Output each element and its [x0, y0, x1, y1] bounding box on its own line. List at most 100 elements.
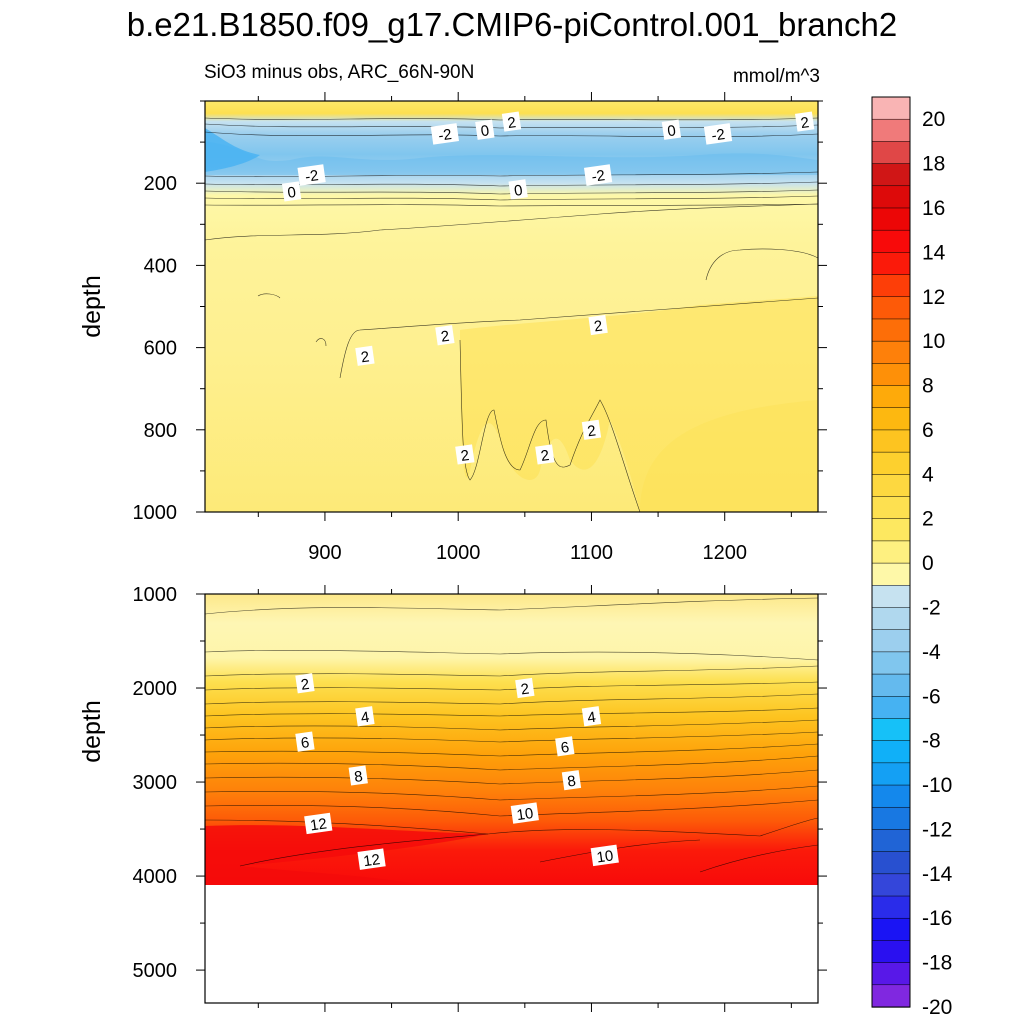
contour-label: 8: [348, 765, 368, 786]
contour-label: 12: [304, 812, 333, 834]
colorbar-swatch: [871, 363, 911, 387]
y-tick-label: 200: [144, 173, 177, 195]
colorbar-swatch: [871, 252, 911, 276]
colorbar-swatch: [871, 762, 911, 786]
svg-text:-2: -2: [304, 167, 320, 186]
upper-panel-units: mmol/m^3: [732, 66, 820, 87]
x-tick-label: 900: [308, 542, 341, 564]
contour-label: 2: [581, 419, 602, 440]
colorbar-swatch: [871, 984, 911, 1008]
lower-max-region: [205, 825, 488, 885]
y-tick-label: 3000: [133, 772, 178, 794]
svg-text:4: 4: [360, 709, 371, 727]
svg-text:2: 2: [586, 422, 597, 440]
contour-label: 2: [588, 314, 608, 335]
contour-label: 12: [357, 848, 386, 870]
colorbar-swatch: [871, 673, 911, 697]
colorbar-swatch: [871, 141, 911, 165]
colorbar-swatch: [871, 540, 911, 564]
colorbar-swatch: [871, 696, 911, 720]
svg-text:0: 0: [287, 184, 298, 202]
contour-label: -2: [297, 164, 326, 186]
colorbar-swatch: [871, 185, 911, 209]
svg-text:6: 6: [300, 734, 311, 752]
contour-label: 2: [295, 673, 315, 694]
svg-text:8: 8: [353, 768, 364, 786]
contour-label: -2: [703, 123, 733, 145]
svg-text:4: 4: [586, 709, 597, 727]
colorbar-swatch: [871, 562, 911, 586]
contour-label: 4: [581, 706, 602, 727]
svg-text:0: 0: [480, 122, 491, 140]
upper-positive-region-deep: [640, 400, 818, 512]
colorbar-swatch: [871, 474, 911, 498]
x-tick-label: 1100: [570, 542, 613, 564]
colorbar-label: 14: [922, 241, 946, 264]
contour-label: 0: [475, 119, 495, 140]
y-tick-label: 2000: [133, 678, 178, 700]
colorbar-label: -6: [922, 685, 941, 708]
colorbar-label: 16: [922, 197, 945, 220]
colorbar-label: -8: [922, 730, 941, 753]
colorbar-swatch: [871, 318, 911, 342]
colorbar-swatch: [871, 718, 911, 742]
contour-label: 10: [510, 802, 539, 824]
colorbar-swatch: [871, 607, 911, 631]
colorbar-label: -16: [922, 907, 952, 930]
svg-text:2: 2: [520, 681, 531, 699]
colorbar-swatch: [871, 207, 911, 231]
x-tick-label: 1000: [436, 542, 481, 564]
upper-panel: [204, 101, 819, 513]
panel-0-y-axis-label: depth: [78, 275, 106, 338]
contour-label: -2: [583, 164, 613, 186]
upper-positive-region: [460, 296, 818, 512]
colorbar-swatch: [871, 651, 911, 675]
svg-text:10: 10: [596, 847, 615, 866]
colorbar-swatch: [871, 873, 911, 897]
colorbar-swatch: [871, 96, 911, 120]
colorbar-label: 4: [922, 463, 934, 486]
lower-panel: [204, 594, 819, 1003]
contour-label: 0: [508, 179, 528, 200]
colorbar: 20181614121086420-2-4-6-8-10-12-14-16-18…: [871, 96, 953, 1019]
colorbar-label: -18: [922, 952, 952, 975]
colorbar-label: 8: [922, 375, 934, 398]
colorbar-label: -10: [922, 774, 952, 797]
contour-label: 6: [295, 731, 315, 752]
colorbar-swatch: [871, 806, 911, 831]
colorbar-swatch: [871, 740, 911, 764]
y-tick-label: 1000: [133, 502, 178, 524]
contour-label: 2: [795, 111, 815, 132]
colorbar-swatch: [871, 118, 911, 143]
colorbar-label: 0: [922, 552, 934, 575]
svg-text:6: 6: [560, 739, 571, 757]
colorbar-label: -20: [922, 996, 952, 1019]
x-tick-label: 1200: [702, 542, 747, 564]
figure-title: b.e21.B1850.f09_g17.CMIP6-piControl.001_…: [126, 6, 898, 43]
colorbar-label: -2: [922, 596, 941, 619]
svg-text:12: 12: [309, 815, 328, 834]
contour-label: 10: [590, 844, 619, 866]
colorbar-swatch: [871, 585, 911, 609]
panel-1-frame: [204, 593, 819, 1004]
colorbar-label: 18: [922, 153, 945, 176]
contour-label: 0: [281, 181, 302, 202]
colorbar-swatch: [871, 429, 911, 453]
colorbar-swatch: [871, 518, 911, 542]
y-tick-label: 4000: [133, 866, 178, 888]
svg-text:2: 2: [800, 114, 811, 132]
y-tick-label: 600: [144, 338, 177, 360]
y-tick-label: 800: [144, 420, 177, 442]
y-tick-label: 1000: [133, 584, 178, 606]
upper-negative-core: [205, 141, 818, 175]
svg-text:2: 2: [360, 348, 371, 366]
colorbar-swatch: [871, 629, 911, 653]
svg-text:0: 0: [513, 182, 524, 200]
svg-text:-2: -2: [591, 167, 607, 186]
svg-text:-2: -2: [710, 126, 726, 145]
colorbar-label: 6: [922, 419, 934, 442]
upper-contour-lines: [204, 117, 819, 513]
